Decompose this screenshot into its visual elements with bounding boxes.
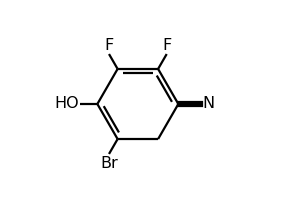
Text: F: F bbox=[162, 38, 171, 53]
Text: HO: HO bbox=[55, 97, 79, 111]
Text: N: N bbox=[203, 97, 215, 111]
Text: Br: Br bbox=[100, 156, 118, 171]
Text: F: F bbox=[104, 38, 114, 53]
